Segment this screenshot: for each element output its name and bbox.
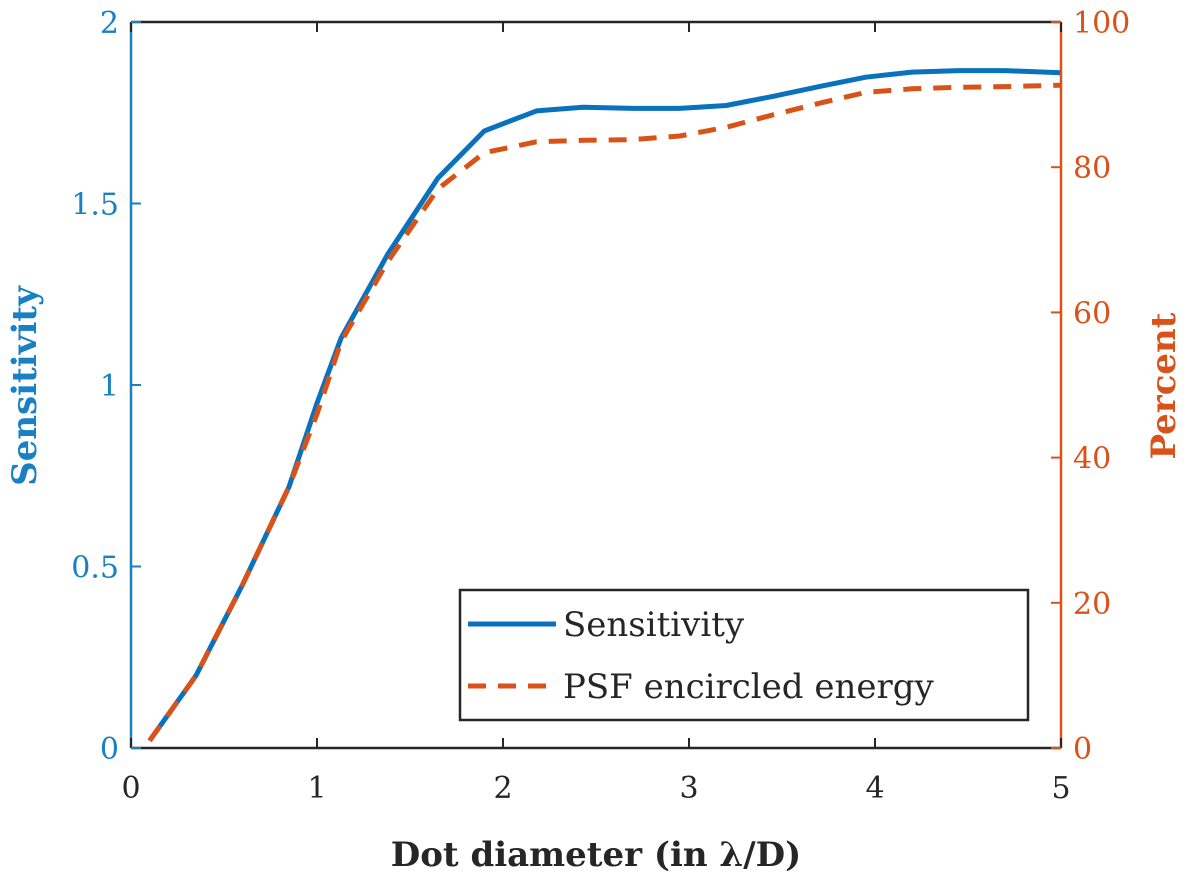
left-y-tick-label: 1 [100,369,119,404]
psf-encircled-energy-series-line [147,82,1062,743]
x-tick-label: 1 [307,771,326,806]
x-tick-label: 4 [865,771,884,806]
legend: Sensitivity PSF encircled energy [458,588,1030,722]
x-tick-label: 3 [679,771,698,806]
right-y-axis-title: Percent [1144,312,1184,459]
legend-box [458,588,1030,722]
right-y-tick-label: 100 [1073,6,1130,41]
x-tick-label: 0 [121,771,140,806]
sensitivity-series-line [147,68,1062,743]
plot-area [147,68,1062,743]
left-y-tick-label: 1.5 [71,188,119,223]
right-y-tick-label: 60 [1073,296,1111,331]
right-y-tick-label: 20 [1073,587,1111,622]
right-y-tick-label: 0 [1073,732,1092,767]
legend-psf-label: PSF encircled energy [563,667,935,707]
right-y-tick-label: 40 [1073,442,1111,477]
x-axis-title: Dot diameter (in λ/D) [391,835,802,875]
x-tick-label: 2 [493,771,512,806]
right-y-tick-label: 80 [1073,151,1111,186]
legend-sensitivity-label: Sensitivity [563,605,745,645]
left-y-tick-label: 0 [100,732,119,767]
left-y-tick-label: 2 [100,6,119,41]
x-tick-label: 5 [1051,771,1070,806]
left-y-axis-title: Sensitivity [5,285,45,486]
left-y-tick-label: 0.5 [71,551,119,586]
